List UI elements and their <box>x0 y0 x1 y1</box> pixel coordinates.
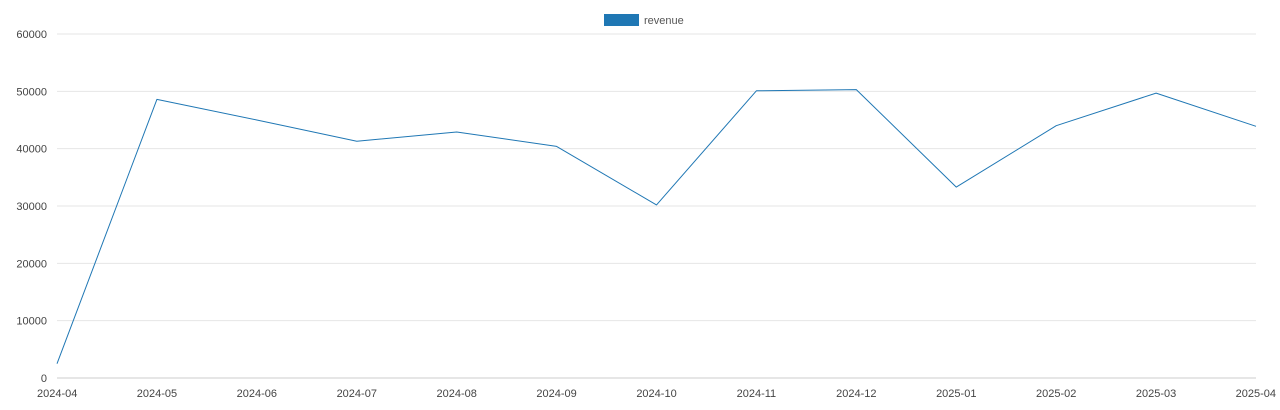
y-tick-label: 20000 <box>16 258 47 270</box>
data-point <box>1255 125 1258 128</box>
data-point <box>355 140 358 143</box>
x-tick-label: 2024-11 <box>737 388 777 400</box>
x-tick-label: 2024-07 <box>337 388 377 400</box>
y-axis: 0 10000 20000 30000 40000 50000 60000 <box>16 29 47 385</box>
x-tick-label: 2024-09 <box>536 388 576 400</box>
data-point <box>255 119 258 122</box>
y-tick-label: 10000 <box>16 316 47 328</box>
x-tick-label: 2025-02 <box>1036 388 1076 400</box>
x-tick-label: 2024-04 <box>37 388 77 400</box>
data-point <box>56 362 59 365</box>
y-tick-label: 30000 <box>16 201 47 213</box>
x-tick-label: 2025-01 <box>936 388 976 400</box>
x-tick-label: 2024-08 <box>436 388 476 400</box>
data-point <box>755 89 758 92</box>
x-tick-label: 2025-04 <box>1236 388 1276 400</box>
data-point <box>855 88 858 91</box>
grid <box>57 33 1256 379</box>
data-point <box>455 131 458 134</box>
legend-label-revenue: revenue <box>644 15 684 27</box>
data-point <box>155 98 158 101</box>
legend-swatch <box>604 14 639 26</box>
series-line-revenue <box>56 89 1257 364</box>
data-point <box>655 203 658 206</box>
x-tick-label: 2024-05 <box>137 388 177 400</box>
data-point <box>555 145 558 148</box>
x-axis: 2024-04 2024-05 2024-06 2024-07 2024-08 2024-… <box>37 388 1276 400</box>
x-tick-label: 2024-10 <box>636 388 676 400</box>
x-tick-label: 2024-06 <box>237 388 277 400</box>
legend: revenue <box>604 14 684 27</box>
series-group <box>56 88 1258 365</box>
y-tick-label: 60000 <box>16 29 47 41</box>
x-tick-label: 2025-03 <box>1136 388 1176 400</box>
data-point <box>1155 92 1158 95</box>
data-point <box>955 186 958 189</box>
x-tick-label: 2024-12 <box>836 388 876 400</box>
y-tick-label: 0 <box>41 373 47 385</box>
y-tick-label: 50000 <box>16 86 47 98</box>
data-point <box>1055 124 1058 127</box>
y-tick-label: 40000 <box>16 144 47 156</box>
